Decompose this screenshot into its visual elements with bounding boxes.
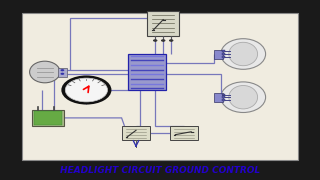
FancyBboxPatch shape: [222, 50, 225, 52]
Ellipse shape: [229, 86, 258, 109]
Ellipse shape: [229, 42, 258, 66]
FancyBboxPatch shape: [34, 111, 62, 125]
FancyBboxPatch shape: [222, 53, 225, 55]
FancyBboxPatch shape: [128, 54, 166, 90]
Ellipse shape: [221, 39, 266, 69]
Ellipse shape: [221, 82, 266, 112]
FancyBboxPatch shape: [170, 126, 198, 140]
Circle shape: [161, 39, 165, 42]
Circle shape: [65, 78, 108, 102]
FancyBboxPatch shape: [222, 99, 225, 101]
FancyBboxPatch shape: [214, 93, 223, 102]
FancyBboxPatch shape: [32, 110, 64, 126]
Circle shape: [153, 39, 157, 42]
Text: HEADLIGHT CIRCUIT GROUND CONTROL: HEADLIGHT CIRCUIT GROUND CONTROL: [60, 166, 260, 175]
FancyBboxPatch shape: [222, 56, 225, 58]
FancyBboxPatch shape: [214, 50, 223, 59]
FancyBboxPatch shape: [222, 94, 225, 95]
FancyBboxPatch shape: [147, 11, 179, 36]
Circle shape: [62, 76, 110, 104]
FancyBboxPatch shape: [22, 13, 298, 160]
Ellipse shape: [30, 61, 60, 83]
Circle shape: [60, 69, 64, 71]
FancyBboxPatch shape: [122, 126, 150, 140]
Circle shape: [169, 39, 173, 42]
FancyBboxPatch shape: [58, 68, 67, 76]
Circle shape: [60, 73, 64, 75]
FancyBboxPatch shape: [222, 96, 225, 98]
